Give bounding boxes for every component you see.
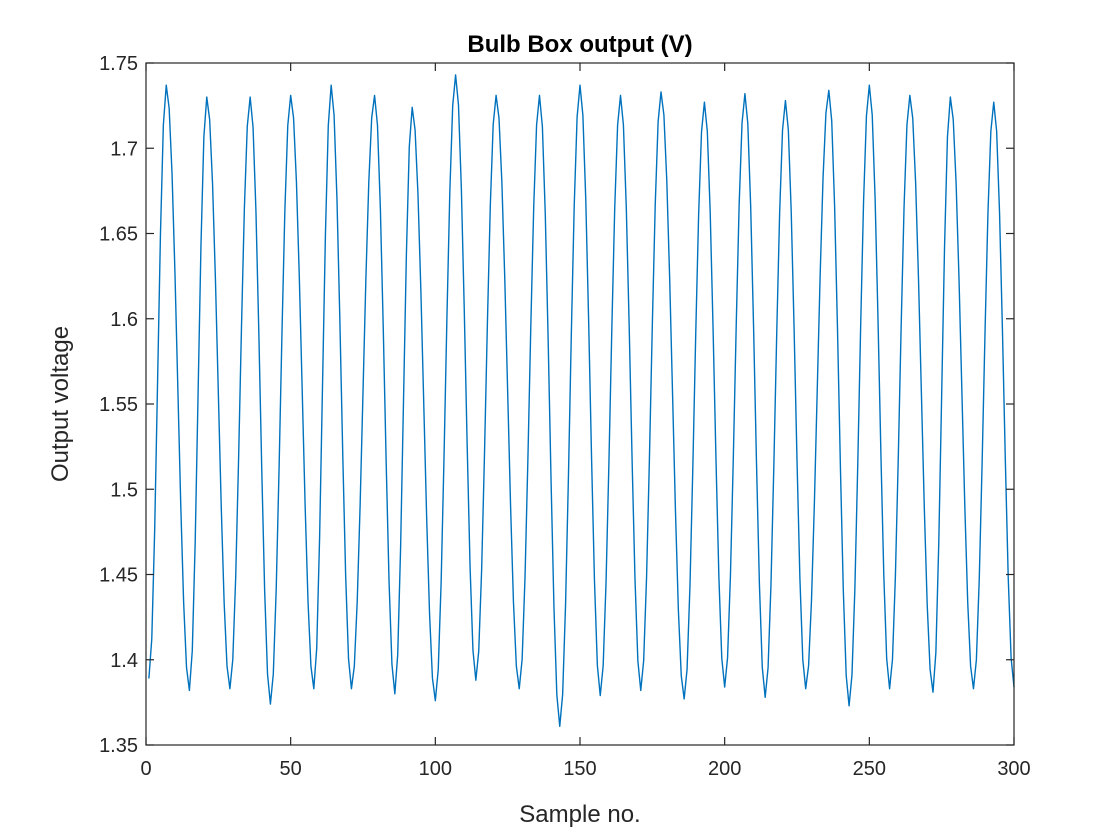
y-tick-label: 1.55 — [99, 394, 138, 416]
chart-title: Bulb Box output (V) — [467, 31, 692, 58]
y-tick-label: 1.5 — [110, 479, 138, 501]
x-tick-label: 100 — [419, 758, 452, 780]
x-tick-label: 200 — [708, 758, 741, 780]
x-tick-label: 150 — [563, 758, 596, 780]
plot-background — [146, 63, 1014, 745]
ticks-layer: 0 50 100 150 200 250 300 1.35 1.4 1.45 1.5 1.55 1.6 1… — [99, 53, 1031, 780]
x-tick-label: 250 — [853, 758, 886, 780]
y-tick-label: 1.45 — [99, 565, 138, 587]
y-tick-label: 1.4 — [110, 650, 138, 672]
x-tick-label: 0 — [140, 758, 151, 780]
series-layer — [148, 74, 1015, 727]
series-line-0 — [148, 74, 1015, 727]
y-tick-label: 1.75 — [99, 53, 138, 75]
y-tick-label: 1.7 — [110, 138, 138, 160]
y-axis-label: Output voltage — [47, 326, 74, 482]
x-tick-label: 300 — [997, 758, 1030, 780]
y-tick-label: 1.65 — [99, 224, 138, 246]
y-tick-label: 1.35 — [99, 735, 138, 757]
x-tick-label: 50 — [280, 758, 302, 780]
x-axis-label: Sample no. — [519, 801, 640, 828]
y-tick-label: 1.6 — [110, 309, 138, 331]
